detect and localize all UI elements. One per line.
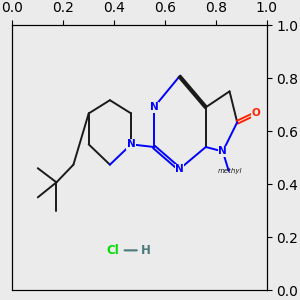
Text: N: N [175,164,184,174]
Text: O: O [251,108,260,118]
Text: Cl: Cl [106,244,119,257]
Text: N: N [127,140,136,149]
Text: N: N [150,102,158,112]
Text: methyl: methyl [218,168,242,174]
Text: H: H [141,244,151,257]
Text: N: N [218,146,227,156]
